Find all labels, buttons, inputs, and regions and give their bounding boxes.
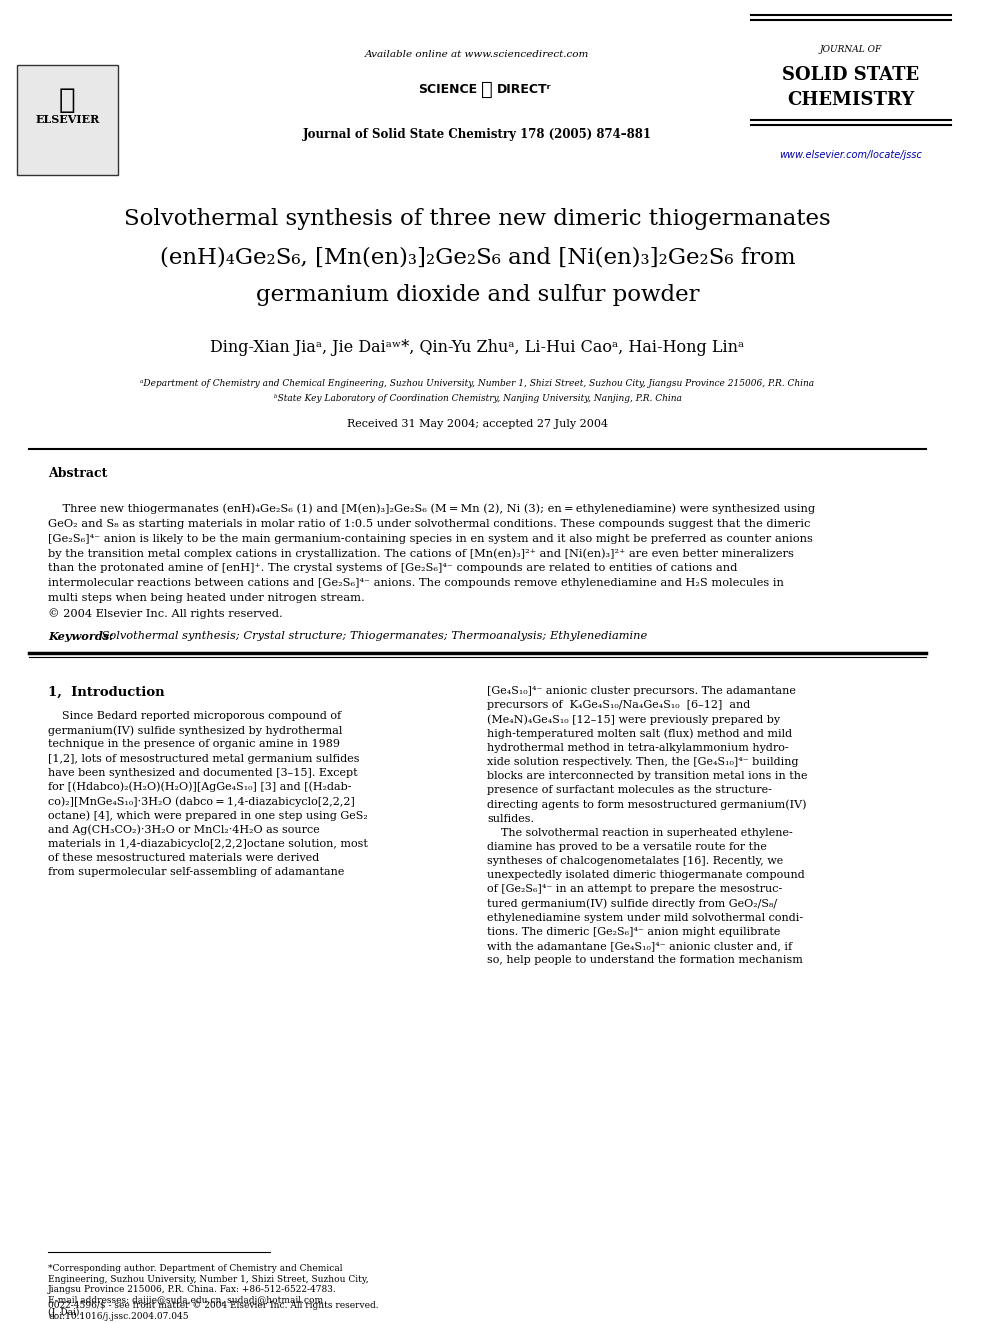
Text: E-mail addresses: daijie@suda.edu.cn, sudadj@hotmail.com: E-mail addresses: daijie@suda.edu.cn, su… bbox=[49, 1297, 323, 1306]
Text: 🌳: 🌳 bbox=[60, 86, 75, 114]
Text: [1,2], lots of mesostructured metal germanium sulfides: [1,2], lots of mesostructured metal germ… bbox=[49, 754, 360, 763]
Text: presence of surfactant molecules as the structure-: presence of surfactant molecules as the … bbox=[487, 786, 772, 795]
Text: © 2004 Elsevier Inc. All rights reserved.: © 2004 Elsevier Inc. All rights reserved… bbox=[49, 609, 283, 619]
Text: blocks are interconnected by transition metal ions in the: blocks are interconnected by transition … bbox=[487, 771, 807, 781]
Text: Jiangsu Province 215006, P.R. China. Fax: +86-512-6522-4783.: Jiangsu Province 215006, P.R. China. Fax… bbox=[49, 1286, 337, 1294]
Text: ᵇState Key Laboratory of Coordination Chemistry, Nanjing University, Nanjing, P.: ᵇState Key Laboratory of Coordination Ch… bbox=[274, 394, 682, 404]
Text: Journal of Solid State Chemistry 178 (2005) 874–881: Journal of Solid State Chemistry 178 (20… bbox=[303, 128, 652, 142]
Text: CHEMISTRY: CHEMISTRY bbox=[788, 91, 915, 108]
Text: hydrothermal method in tetra-alkylammonium hydro-: hydrothermal method in tetra-alkylammoni… bbox=[487, 742, 789, 753]
Text: technique in the presence of organic amine in 1989: technique in the presence of organic ami… bbox=[49, 740, 340, 749]
Text: GeO₂ and S₈ as starting materials in molar ratio of 1:0.5 under solvothermal con: GeO₂ and S₈ as starting materials in mol… bbox=[49, 519, 810, 529]
FancyBboxPatch shape bbox=[17, 65, 118, 175]
Text: have been synthesized and documented [3–15]. Except: have been synthesized and documented [3–… bbox=[49, 767, 358, 778]
Text: [Ge₂S₆]⁴⁻ anion is likely to be the main germanium-containing species in en syst: [Ge₂S₆]⁴⁻ anion is likely to be the main… bbox=[49, 533, 813, 544]
Text: (enH)₄Ge₂S₆, [Mn(en)₃]₂Ge₂S₆ and [Ni(en)₃]₂Ge₂S₆ from: (enH)₄Ge₂S₆, [Mn(en)₃]₂Ge₂S₆ and [Ni(en)… bbox=[160, 246, 796, 269]
Text: ethylenediamine system under mild solvothermal condi-: ethylenediamine system under mild solvot… bbox=[487, 913, 804, 922]
Text: ELSEVIER: ELSEVIER bbox=[36, 114, 99, 126]
Text: Ding-Xian Jiaᵃ, Jie Daiᵃʷ*, Qin-Yu Zhuᵃ, Li-Hui Caoᵃ, Hai-Hong Linᵃ: Ding-Xian Jiaᵃ, Jie Daiᵃʷ*, Qin-Yu Zhuᵃ,… bbox=[210, 339, 745, 356]
Text: SCIENCE: SCIENCE bbox=[419, 83, 477, 97]
Text: and Ag(CH₃CO₂)·3H₂O or MnCl₂·4H₂O as source: and Ag(CH₃CO₂)·3H₂O or MnCl₂·4H₂O as sou… bbox=[49, 824, 319, 835]
Text: for [(Hdabco)₂(H₂O)(H₂O)][AgGe₄S₁₀] [3] and [(H₂dab-: for [(Hdabco)₂(H₂O)(H₂O)][AgGe₄S₁₀] [3] … bbox=[49, 782, 351, 792]
Text: unexpectedly isolated dimeric thiogermanate compound: unexpectedly isolated dimeric thiogerman… bbox=[487, 871, 805, 880]
Text: from supermolecular self-assembling of adamantane: from supermolecular self-assembling of a… bbox=[49, 867, 344, 877]
Text: of these mesostructured materials were derived: of these mesostructured materials were d… bbox=[49, 852, 319, 863]
Text: precursors of  K₄Ge₄S₁₀/Na₄Ge₄S₁₀  [6–12]  and: precursors of K₄Ge₄S₁₀/Na₄Ge₄S₁₀ [6–12] … bbox=[487, 700, 750, 710]
Text: Solvothermal synthesis; Crystal structure; Thiogermanates; Thermoanalysis; Ethyl: Solvothermal synthesis; Crystal structur… bbox=[98, 631, 648, 642]
Text: Solvothermal synthesis of three new dimeric thiogermanates: Solvothermal synthesis of three new dime… bbox=[124, 209, 830, 230]
Text: octane) [4], which were prepared in one step using GeS₂: octane) [4], which were prepared in one … bbox=[49, 810, 368, 820]
Text: germanium dioxide and sulfur powder: germanium dioxide and sulfur powder bbox=[256, 284, 699, 306]
Text: SOLID STATE: SOLID STATE bbox=[783, 66, 920, 83]
Text: ᵃDepartment of Chemistry and Chemical Engineering, Suzhou University, Number 1, : ᵃDepartment of Chemistry and Chemical En… bbox=[141, 380, 814, 389]
Text: of [Ge₂S₆]⁴⁻ in an attempt to prepare the mesostruc-: of [Ge₂S₆]⁴⁻ in an attempt to prepare th… bbox=[487, 884, 783, 894]
Text: The solvothermal reaction in superheated ethylene-: The solvothermal reaction in superheated… bbox=[487, 828, 793, 837]
Text: Abstract: Abstract bbox=[49, 467, 107, 480]
Text: doi:10.1016/j.jssc.2004.07.045: doi:10.1016/j.jssc.2004.07.045 bbox=[49, 1312, 188, 1322]
Text: diamine has proved to be a versatile route for the: diamine has proved to be a versatile rou… bbox=[487, 841, 767, 852]
Text: multi steps when being heated under nitrogen stream.: multi steps when being heated under nitr… bbox=[49, 594, 365, 603]
Text: directing agents to form mesostructured germanium(IV): directing agents to form mesostructured … bbox=[487, 799, 806, 810]
Text: JOURNAL OF: JOURNAL OF bbox=[819, 45, 882, 54]
Text: Three new thiogermanates (enH)₄Ge₂S₆ (1) and [M(en)₃]₂Ge₂S₆ (M = Mn (2), Ni (3);: Three new thiogermanates (enH)₄Ge₂S₆ (1)… bbox=[49, 504, 815, 515]
Text: Engineering, Suzhou University, Number 1, Shizi Street, Suzhou City,: Engineering, Suzhou University, Number 1… bbox=[49, 1274, 369, 1283]
Text: tured germanium(IV) sulfide directly from GeO₂/S₈/: tured germanium(IV) sulfide directly fro… bbox=[487, 898, 777, 909]
Text: (Me₄N)₄Ge₄S₁₀ [12–15] were previously prepared by: (Me₄N)₄Ge₄S₁₀ [12–15] were previously pr… bbox=[487, 714, 781, 725]
Text: so, help people to understand the formation mechanism: so, help people to understand the format… bbox=[487, 955, 803, 966]
Text: [Ge₄S₁₀]⁴⁻ anionic cluster precursors. The adamantane: [Ge₄S₁₀]⁴⁻ anionic cluster precursors. T… bbox=[487, 687, 796, 696]
Text: tions. The dimeric [Ge₂S₆]⁴⁻ anion might equilibrate: tions. The dimeric [Ge₂S₆]⁴⁻ anion might… bbox=[487, 927, 781, 937]
Text: syntheses of chalcogenometalates [16]. Recently, we: syntheses of chalcogenometalates [16]. R… bbox=[487, 856, 784, 867]
Text: Keywords:: Keywords: bbox=[49, 631, 114, 642]
Text: 1,  Introduction: 1, Introduction bbox=[49, 687, 165, 699]
Text: germanium(IV) sulfide synthesized by hydrothermal: germanium(IV) sulfide synthesized by hyd… bbox=[49, 725, 342, 736]
Text: 0022-4596/$ - see front matter © 2004 Elsevier Inc. All rights reserved.: 0022-4596/$ - see front matter © 2004 El… bbox=[49, 1302, 379, 1311]
Text: high-temperatured molten salt (flux) method and mild: high-temperatured molten salt (flux) met… bbox=[487, 729, 793, 740]
Text: *Corresponding author. Department of Chemistry and Chemical: *Corresponding author. Department of Che… bbox=[49, 1263, 342, 1273]
Text: than the protonated amine of [enH]⁺. The crystal systems of [Ge₂S₆]⁴⁻ compounds : than the protonated amine of [enH]⁺. The… bbox=[49, 564, 737, 573]
Text: ⓓ: ⓓ bbox=[481, 81, 493, 99]
Text: Received 31 May 2004; accepted 27 July 2004: Received 31 May 2004; accepted 27 July 2… bbox=[347, 419, 608, 429]
Text: intermolecular reactions between cations and [Ge₂S₆]⁴⁻ anions. The compounds rem: intermolecular reactions between cations… bbox=[49, 578, 784, 589]
Text: DIRECTʳ: DIRECTʳ bbox=[497, 83, 552, 97]
Text: www.elsevier.com/locate/jssc: www.elsevier.com/locate/jssc bbox=[780, 149, 923, 160]
Text: Available online at www.sciencedirect.com: Available online at www.sciencedirect.co… bbox=[365, 50, 589, 60]
Text: xide solution respectively. Then, the [Ge₄S₁₀]⁴⁻ building: xide solution respectively. Then, the [G… bbox=[487, 757, 799, 767]
Text: materials in 1,4-diazabicyclo[2,2,2]octane solution, most: materials in 1,4-diazabicyclo[2,2,2]octa… bbox=[49, 839, 368, 848]
Text: by the transition metal complex cations in crystallization. The cations of [Mn(e: by the transition metal complex cations … bbox=[49, 549, 794, 560]
Text: with the adamantane [Ge₄S₁₀]⁴⁻ anionic cluster and, if: with the adamantane [Ge₄S₁₀]⁴⁻ anionic c… bbox=[487, 941, 793, 951]
Text: sulfides.: sulfides. bbox=[487, 814, 534, 824]
Text: Since Bedard reported microporous compound of: Since Bedard reported microporous compou… bbox=[49, 710, 341, 721]
Text: (J. Dai).: (J. Dai). bbox=[49, 1307, 82, 1316]
Text: co)₂][MnGe₄S₁₀]·3H₂O (dabco = 1,4-diazabicyclo[2,2,2]: co)₂][MnGe₄S₁₀]·3H₂O (dabco = 1,4-diazab… bbox=[49, 796, 355, 807]
